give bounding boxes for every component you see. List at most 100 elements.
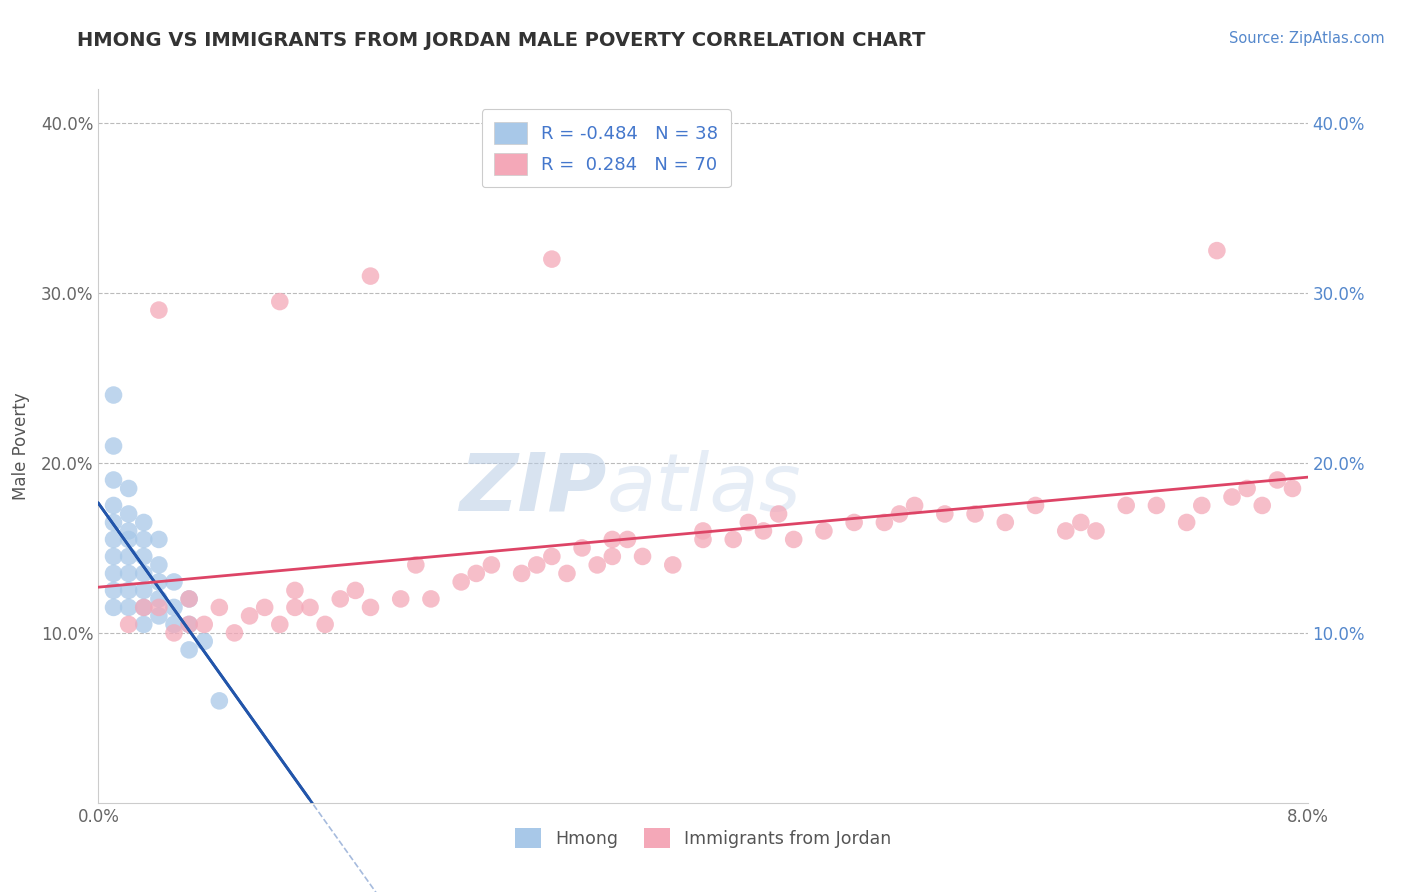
Point — [132, 617, 155, 632]
Point — [465, 566, 488, 581]
Point — [602, 549, 624, 564]
Point — [661, 558, 683, 572]
Point — [163, 574, 186, 589]
Point — [904, 499, 927, 513]
Point — [1267, 473, 1289, 487]
Point — [526, 558, 548, 572]
Point — [314, 617, 336, 632]
Legend: Hmong, Immigrants from Jordan: Hmong, Immigrants from Jordan — [508, 821, 898, 855]
Point — [148, 533, 170, 547]
Point — [1236, 482, 1258, 496]
Point — [602, 533, 624, 547]
Point — [118, 524, 141, 538]
Point — [1191, 499, 1213, 513]
Point — [163, 617, 186, 632]
Point — [118, 617, 141, 632]
Text: HMONG VS IMMIGRANTS FROM JORDAN MALE POVERTY CORRELATION CHART: HMONG VS IMMIGRANTS FROM JORDAN MALE POV… — [77, 31, 925, 50]
Point — [692, 524, 714, 538]
Point — [103, 499, 125, 513]
Point — [103, 533, 125, 547]
Point — [1281, 482, 1303, 496]
Point — [873, 516, 896, 530]
Point — [420, 591, 443, 606]
Point — [148, 558, 170, 572]
Point — [148, 303, 170, 318]
Point — [1085, 524, 1108, 538]
Point — [965, 507, 987, 521]
Point — [179, 591, 201, 606]
Point — [299, 600, 322, 615]
Point — [269, 294, 291, 309]
Point — [208, 600, 231, 615]
Point — [179, 617, 201, 632]
Point — [510, 566, 533, 581]
Point — [450, 574, 472, 589]
Point — [118, 566, 141, 581]
Point — [1220, 490, 1243, 504]
Point — [148, 600, 170, 615]
Point — [163, 600, 186, 615]
Point — [344, 583, 367, 598]
Text: ZIP: ZIP — [458, 450, 606, 528]
Point — [752, 524, 775, 538]
Point — [1146, 499, 1168, 513]
Point — [103, 516, 125, 530]
Point — [692, 533, 714, 547]
Point — [179, 643, 201, 657]
Point — [737, 516, 759, 530]
Point — [481, 558, 503, 572]
Point — [132, 566, 155, 581]
Y-axis label: Male Poverty: Male Poverty — [11, 392, 30, 500]
Point — [118, 507, 141, 521]
Point — [179, 617, 201, 632]
Point — [208, 694, 231, 708]
Point — [284, 583, 307, 598]
Point — [540, 549, 562, 564]
Point — [118, 600, 141, 615]
Point — [103, 549, 125, 564]
Point — [103, 473, 125, 487]
Point — [103, 439, 125, 453]
Point — [132, 549, 155, 564]
Text: Source: ZipAtlas.com: Source: ZipAtlas.com — [1229, 31, 1385, 46]
Point — [239, 608, 262, 623]
Point — [540, 252, 562, 266]
Point — [103, 583, 125, 598]
Point — [1070, 516, 1092, 530]
Point — [1054, 524, 1077, 538]
Point — [193, 617, 215, 632]
Point — [132, 516, 155, 530]
Point — [934, 507, 956, 521]
Point — [103, 388, 125, 402]
Point — [1115, 499, 1137, 513]
Point — [1025, 499, 1047, 513]
Point — [813, 524, 835, 538]
Point — [103, 566, 125, 581]
Point — [132, 583, 155, 598]
Text: atlas: atlas — [606, 450, 801, 528]
Point — [586, 558, 609, 572]
Point — [253, 600, 276, 615]
Point — [132, 600, 155, 615]
Point — [132, 600, 155, 615]
Point — [723, 533, 745, 547]
Point — [1175, 516, 1198, 530]
Point — [360, 600, 382, 615]
Point — [329, 591, 352, 606]
Point — [132, 533, 155, 547]
Point — [844, 516, 866, 530]
Point — [179, 591, 201, 606]
Point — [103, 600, 125, 615]
Point — [148, 591, 170, 606]
Point — [118, 533, 141, 547]
Point — [994, 516, 1017, 530]
Point — [389, 591, 412, 606]
Point — [118, 482, 141, 496]
Point — [555, 566, 578, 581]
Point — [1251, 499, 1274, 513]
Point — [118, 583, 141, 598]
Point — [163, 626, 186, 640]
Point — [783, 533, 806, 547]
Point — [224, 626, 246, 640]
Point — [571, 541, 593, 555]
